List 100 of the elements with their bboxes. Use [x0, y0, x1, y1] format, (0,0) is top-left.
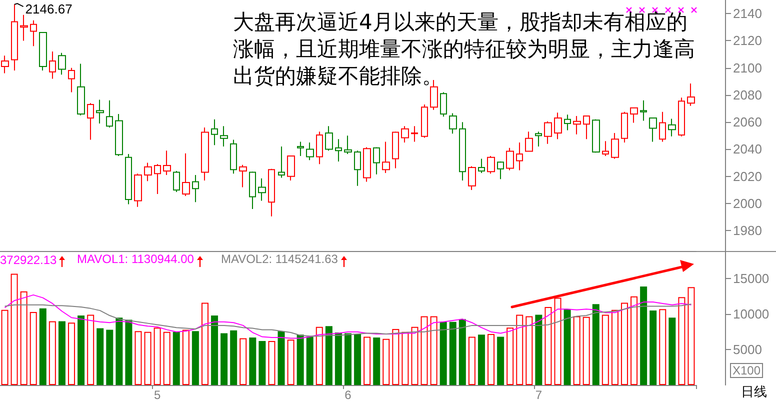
- bar: [620, 302, 628, 385]
- bar: [125, 320, 132, 385]
- candlestick: [621, 111, 628, 143]
- y-tick-label: 2060: [733, 114, 762, 130]
- bar: [96, 328, 104, 385]
- y-tick-label: 2000: [733, 196, 762, 212]
- bar: [630, 296, 638, 385]
- candlestick: [468, 166, 476, 190]
- candlestick: [430, 80, 438, 110]
- text: X100: [732, 364, 761, 378]
- candlestick: [382, 141, 390, 174]
- bar: [592, 304, 600, 385]
- annotation: 2146.67: [25, 2, 72, 17]
- bar: [192, 331, 199, 385]
- bar: [668, 318, 676, 385]
- bar: [430, 316, 438, 385]
- candlestick: [144, 162, 152, 182]
- annotation: 大盘再次逼近4月以来的天量，股指却未有相应的涨幅，且近期堆量不涨的特征较为明显，主力逢高出货的嫌疑不能排除。: [233, 9, 696, 90]
- candlestick: [344, 135, 352, 154]
- candlestick: [154, 164, 161, 195]
- bar: [449, 322, 456, 385]
- y-tick-label: 15000: [733, 271, 770, 286]
- candlestick: [497, 160, 504, 180]
- candlestick: [583, 116, 590, 140]
- candlestick: [115, 113, 123, 157]
- candlestick: [1, 55, 9, 74]
- bar: [573, 316, 580, 385]
- bar: [564, 309, 571, 385]
- bar: [544, 307, 552, 385]
- candlestick: [478, 158, 485, 174]
- bar: [678, 297, 686, 385]
- bar: [611, 310, 618, 385]
- y-tick-label: 2140: [733, 6, 762, 22]
- bar: [116, 318, 123, 385]
- candlestick: [287, 156, 295, 181]
- candlestick: [554, 112, 562, 140]
- bar: [392, 328, 400, 385]
- candlestick: [354, 150, 361, 186]
- bar: [582, 316, 590, 385]
- candlestick: [535, 131, 542, 148]
- bar: [659, 309, 666, 385]
- text: 日线: [741, 385, 767, 400]
- annotation: 372922.13: [0, 253, 58, 267]
- candlestick: [411, 126, 418, 142]
- candlestick: [49, 51, 56, 80]
- bar: [325, 326, 332, 385]
- candlestick: [268, 168, 275, 217]
- candlestick: [30, 20, 37, 47]
- bar: [468, 336, 476, 385]
- candlestick: [316, 131, 323, 165]
- bar: [201, 302, 208, 385]
- bar: [163, 332, 170, 385]
- candlestick: [516, 142, 523, 171]
- bar: [278, 331, 285, 385]
- bar: [373, 337, 380, 385]
- candlestick: [335, 138, 342, 162]
- bar: [364, 336, 371, 385]
- text: MAVOL2: 1145241.63: [220, 252, 338, 266]
- candlestick: [459, 122, 466, 181]
- candlestick: [278, 146, 285, 178]
- candlestick: [306, 142, 314, 161]
- candlestick: [173, 170, 180, 192]
- bar: [334, 332, 342, 385]
- text: MAVOL1: 1130944.00: [77, 252, 194, 266]
- bar: [211, 316, 218, 385]
- bar: [48, 321, 56, 385]
- bar: [516, 314, 524, 385]
- candlestick: [602, 140, 609, 157]
- candlestick: [640, 100, 647, 122]
- bar: [640, 286, 648, 385]
- bar: [39, 308, 46, 385]
- bar: [382, 338, 390, 385]
- bar: [497, 336, 504, 385]
- bar: [535, 314, 542, 385]
- bar: [258, 341, 266, 385]
- bar: [554, 298, 562, 385]
- candlestick: [649, 118, 657, 142]
- candlestick: [201, 127, 209, 181]
- candlestick: [125, 153, 132, 205]
- candlestick: [106, 100, 113, 128]
- candlestick: [39, 32, 47, 72]
- candlestick: [592, 118, 600, 154]
- bar: [240, 338, 247, 385]
- bar: [526, 316, 533, 385]
- bar: [230, 330, 238, 385]
- candlestick: [401, 126, 409, 143]
- candlestick: [421, 104, 428, 138]
- y-tick-label: 1980: [733, 223, 762, 238]
- y-tick-label: 10000: [733, 306, 770, 322]
- bar: [296, 334, 304, 385]
- bar: [440, 322, 447, 385]
- bar: [488, 334, 495, 385]
- candlestick: [87, 102, 94, 140]
- bar: [1, 310, 8, 385]
- candlestick: [258, 178, 266, 202]
- bar: [58, 321, 66, 385]
- candlestick: [230, 139, 237, 174]
- candlestick: [211, 118, 218, 146]
- candlestick: [564, 114, 571, 131]
- candlestick: [449, 112, 457, 134]
